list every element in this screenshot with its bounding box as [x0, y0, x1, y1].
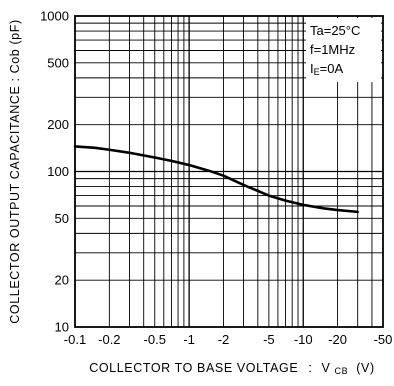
x-tick-labels: -0.1 -0.2 -0.5 -1 -2 -5 -10 -20 -50 — [64, 332, 393, 347]
y-tick-labels: 10 20 50 100 200 500 1000 — [40, 9, 69, 335]
conditions-legend: Ta=25°C f=1MHz IE=0A — [306, 18, 381, 82]
condition-text: Ta=25°C — [310, 23, 360, 38]
curve-layer — [73, 145, 359, 214]
x-tick-label: -0.2 — [98, 332, 120, 347]
legend-box — [306, 18, 381, 82]
x-axis-title: COLLECTOR TO BASE VOLTAGE : V CB (V) — [89, 361, 375, 377]
condition-main: f=1MHz — [310, 42, 355, 57]
y-tick-label: 500 — [47, 55, 69, 70]
x-axis-title-symbol: V — [322, 361, 331, 375]
y-tick-label: 200 — [47, 117, 69, 132]
x-tick-label: -1 — [183, 332, 195, 347]
x-axis-title-separator: : — [308, 361, 312, 375]
x-tick-label: -50 — [374, 332, 393, 347]
y-tick-label: 50 — [55, 211, 69, 226]
x-tick-label: -0.1 — [64, 332, 86, 347]
x-axis-title-unit: (V) — [356, 361, 374, 375]
y-tick-label: 20 — [55, 273, 69, 288]
y-axis-title: COLLECTOR OUTPUT CAPACITANCE : Cob (pF) — [8, 19, 22, 323]
x-tick-label: -10 — [294, 332, 313, 347]
condition-tail: =0A — [320, 61, 344, 76]
condition-main: I — [310, 61, 314, 76]
plot-frame — [74, 15, 384, 328]
condition-main: Ta=25°C — [310, 23, 360, 38]
x-tick-label: -20 — [328, 332, 347, 347]
x-axis-title-subscript: CB — [335, 366, 349, 376]
x-tick-label: -0.5 — [144, 332, 166, 347]
condition-text: IE=0A — [310, 61, 343, 77]
condition-subscript: E — [314, 67, 320, 77]
x-tick-label: -2 — [218, 332, 230, 347]
y-tick-label: 100 — [47, 164, 69, 179]
x-tick-label: -5 — [263, 332, 275, 347]
y-tick-label: 10 — [55, 320, 69, 335]
x-axis-title-text: COLLECTOR TO BASE VOLTAGE — [89, 361, 298, 375]
capacitance-curve — [73, 145, 359, 214]
condition-text: f=1MHz — [310, 42, 355, 57]
y-tick-label: 1000 — [40, 9, 69, 24]
